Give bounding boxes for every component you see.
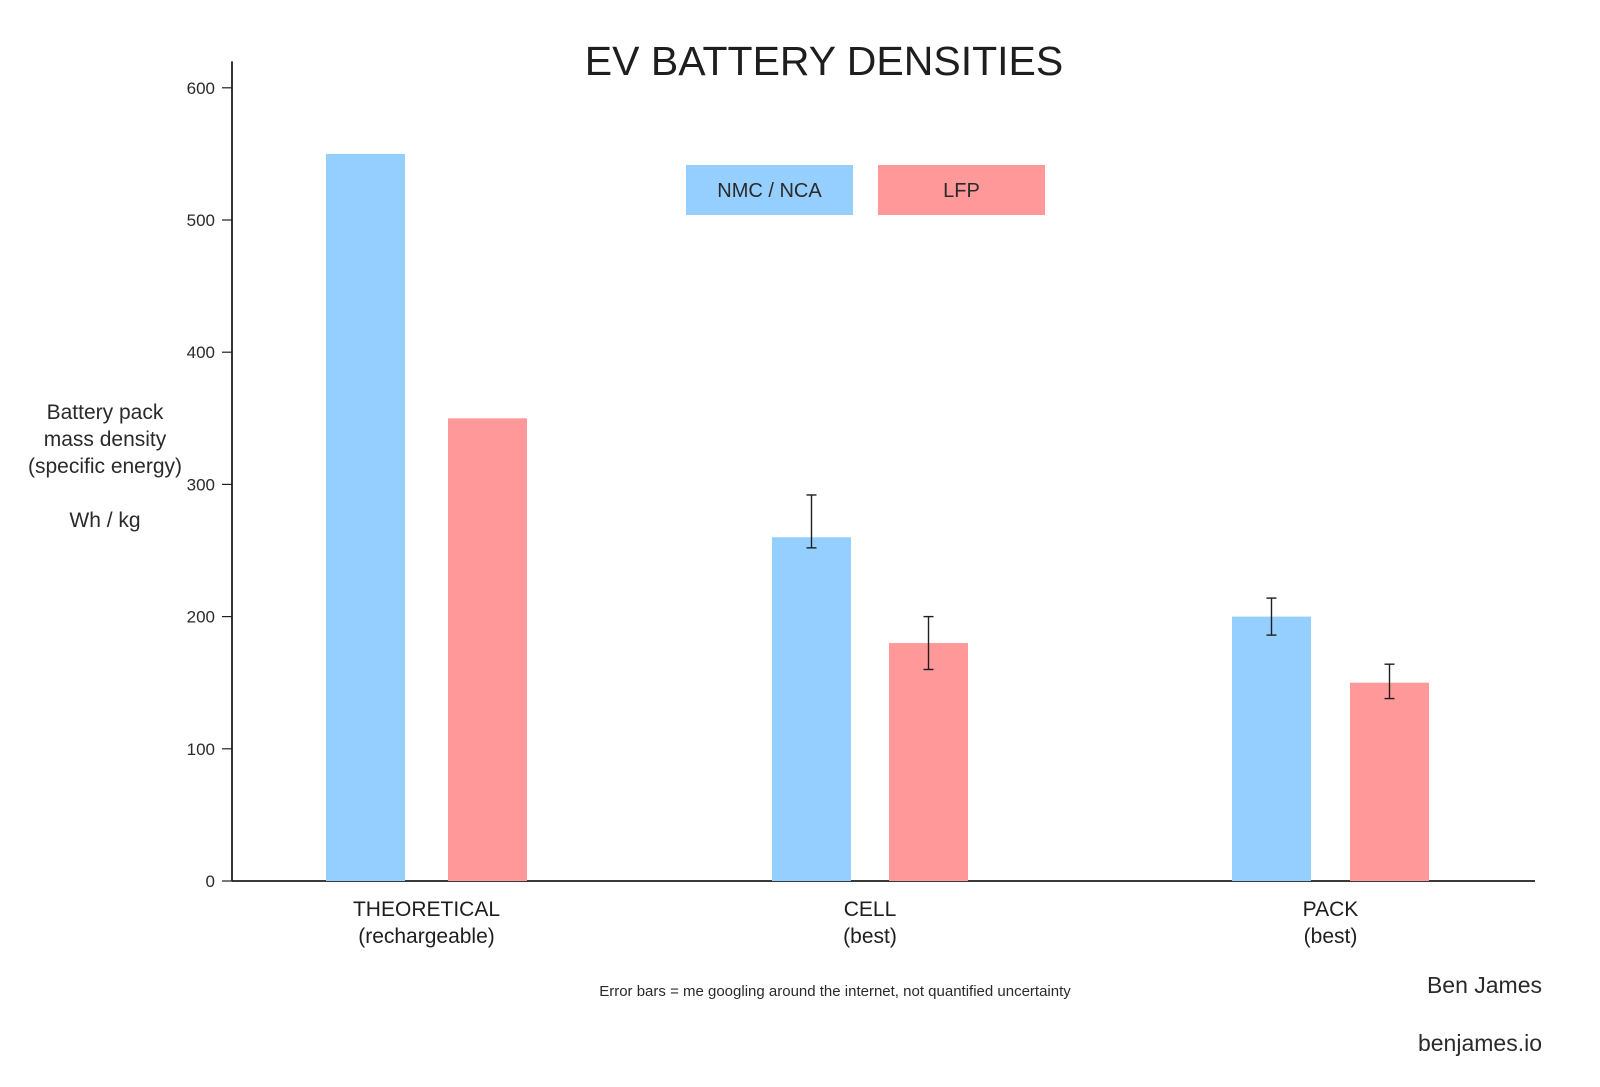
x-tick-sublabel: (best)	[1304, 925, 1358, 948]
legend-swatch	[878, 165, 1045, 215]
author-name: Ben James	[1426, 972, 1542, 998]
x-tick-label: PACK	[1303, 898, 1359, 921]
y-tick-label: 0	[206, 872, 215, 891]
x-tick-label: THEORETICAL	[353, 898, 500, 921]
y-tick-label: 600	[187, 79, 215, 98]
bar	[448, 418, 527, 881]
x-tick-labels: THEORETICAL (rechargeable) CELL (best) PACK (…	[353, 898, 1358, 948]
y-tick-label: 300	[187, 475, 215, 494]
chart-title: EV BATTERY DENSITIES	[585, 38, 1063, 84]
x-tick-sublabel: (rechargeable)	[358, 925, 495, 948]
bar	[889, 643, 968, 881]
chart-canvas: EV BATTERY DENSITIES 0 100 200 300 400 500 600…	[187, 38, 1535, 1000]
bar	[326, 153, 405, 881]
bars	[326, 153, 1429, 881]
bar	[1350, 682, 1429, 881]
footnote: Error bars = me googling around the inte…	[599, 983, 1071, 1000]
author-website: benjames.io	[1417, 1030, 1542, 1056]
legend-label: NMC / NCA	[717, 180, 822, 202]
y-tick-label: 400	[187, 343, 215, 362]
bar	[772, 537, 851, 881]
legend-swatch	[686, 165, 853, 215]
error-bars	[806, 494, 1395, 700]
legend: NMC / NCA LFP	[686, 165, 1045, 215]
y-axis-unit: Wh / kg	[69, 509, 141, 532]
y-tick-label: 100	[187, 740, 215, 759]
chart: EV BATTERY DENSITIES 0 100 200 300 400 500 600…	[10, 38, 1542, 1056]
signature: Ben James benjames.io	[1418, 942, 1542, 1087]
bar	[1232, 616, 1311, 881]
y-axis-label-block: Battery pack mass density (specific ener…	[10, 372, 200, 561]
x-tick-sublabel: (best)	[843, 925, 897, 948]
legend-label: LFP	[943, 180, 980, 202]
y-tick-label: 500	[187, 211, 215, 230]
x-tick-label: CELL	[844, 898, 897, 921]
y-tick-label: 200	[187, 608, 215, 627]
y-axis-label: Battery pack mass density (specific ener…	[27, 401, 183, 478]
